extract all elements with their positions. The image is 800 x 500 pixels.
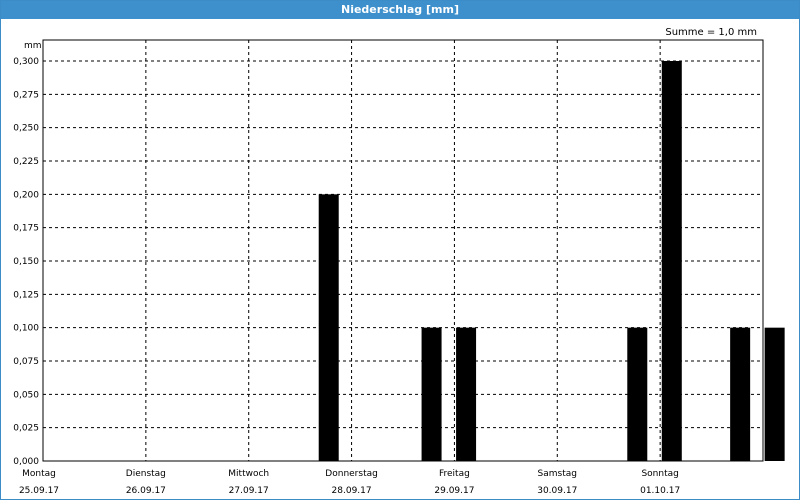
y-tick-label: 0,300: [13, 57, 39, 67]
y-tick-label: 0,150: [13, 257, 39, 267]
y-tick-label: 0,075: [13, 357, 39, 367]
x-weekday-label: Donnerstag: [325, 469, 378, 479]
x-weekday-label: Montag: [22, 469, 56, 479]
x-date-label: 30.09.17: [537, 486, 577, 496]
x-date-label: 25.09.17: [19, 486, 59, 496]
precipitation-bar: [661, 61, 682, 461]
window-title: Niederschlag [mm]: [1, 1, 799, 19]
y-axis-unit: mm: [24, 41, 42, 51]
precipitation-bar: [456, 327, 477, 461]
y-tick-label: 0,275: [13, 90, 39, 100]
x-weekday-label: Samstag: [538, 469, 577, 479]
x-date-label: 26.09.17: [126, 486, 166, 496]
x-weekday-label: Freitag: [439, 469, 470, 479]
y-tick-label: 0,000: [13, 457, 39, 467]
x-date-label: 28.09.17: [332, 486, 372, 496]
y-tick-label: 0,025: [13, 424, 39, 434]
precipitation-total: Summe = 1,0 mm: [665, 27, 757, 38]
precipitation-bar: [730, 327, 751, 461]
precipitation-bar: [627, 327, 648, 461]
x-date-label: 27.09.17: [229, 486, 269, 496]
y-tick-label: 0,200: [13, 190, 39, 200]
y-tick-label: 0,050: [13, 390, 39, 400]
precipitation-chart: 0,000 0,025 0,050 0,075 0,100 0,125 0,150 0,175…: [13, 39, 785, 496]
precipitation-bar: [764, 327, 785, 461]
y-tick-label: 0,250: [13, 124, 39, 134]
plot-frame: [42, 39, 764, 462]
x-date-label: 29.09.17: [434, 486, 474, 496]
x-date-label: 01.10.17: [640, 486, 680, 496]
y-tick-label: 0,100: [13, 324, 39, 334]
x-weekday-label: Dienstag: [126, 469, 166, 479]
precipitation-bar: [421, 327, 442, 461]
y-tick-label: 0,175: [13, 224, 39, 234]
x-weekday-label: Mittwoch: [228, 469, 269, 479]
x-weekday-label: Sonntag: [641, 469, 678, 479]
precipitation-bar: [318, 194, 339, 462]
y-tick-label: 0,125: [13, 290, 39, 300]
y-tick-label: 0,225: [13, 157, 39, 167]
